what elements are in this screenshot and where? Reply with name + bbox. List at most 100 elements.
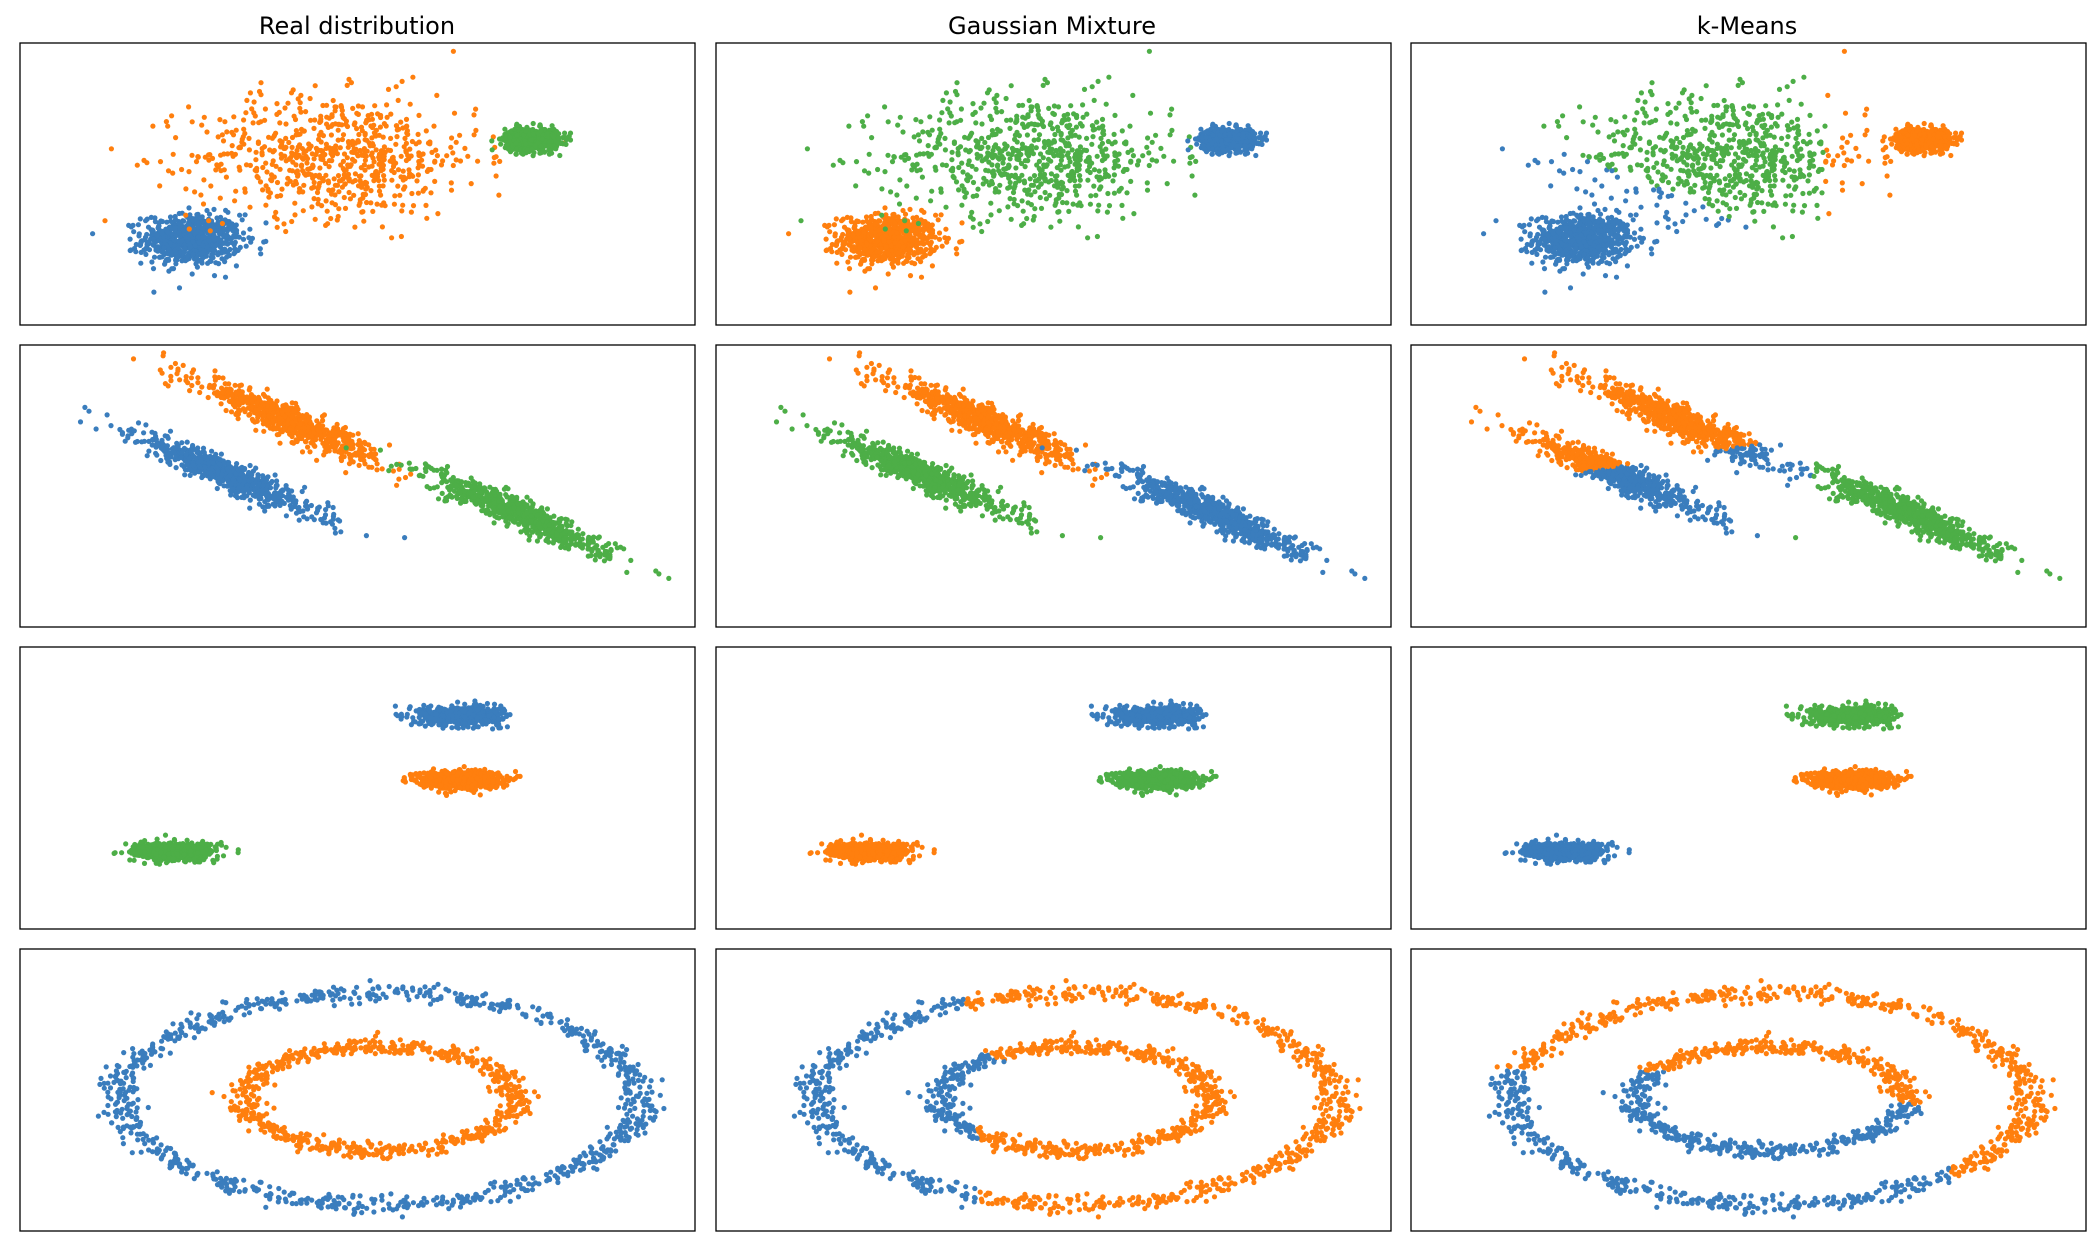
scatter-point: [1161, 153, 1167, 159]
scatter-point: [1209, 146, 1215, 152]
scatter-point: [133, 241, 139, 248]
scatter-point: [1256, 141, 1262, 147]
scatter-point: [855, 218, 862, 225]
scatter-point: [882, 226, 888, 232]
scatter-point: [220, 138, 227, 144]
scatter-point: [389, 177, 395, 183]
scatter-point: [1009, 145, 1016, 151]
scatter-point: [237, 145, 243, 151]
scatter-point: [882, 205, 888, 211]
scatter-point: [373, 127, 379, 133]
scatter-point: [1011, 201, 1017, 207]
scatter-point: [900, 207, 906, 214]
scatter-point: [907, 247, 913, 253]
scatter-point: [979, 228, 985, 235]
scatter-point: [1595, 244, 1601, 250]
scatter-point: [370, 208, 376, 214]
scatter-point: [1566, 254, 1572, 260]
scatter-point: [175, 254, 181, 260]
scatter-point: [379, 224, 385, 230]
scatter-point: [1228, 143, 1234, 149]
scatter-point: [1577, 205, 1583, 211]
scatter-point: [872, 230, 878, 236]
scatter-point: [883, 212, 889, 218]
scatter-point: [851, 248, 857, 254]
scatter-panel: [19, 42, 696, 326]
scatter-point: [1072, 161, 1078, 167]
scatter-point: [993, 186, 999, 192]
scatter-point: [170, 151, 176, 157]
scatter-point: [902, 238, 908, 244]
scatter-point: [1090, 134, 1096, 140]
scatter-point: [842, 247, 849, 253]
scatter-point: [332, 192, 338, 198]
scatter-point: [1080, 102, 1086, 108]
scatter-point: [847, 254, 854, 260]
scatter-point: [1158, 145, 1164, 151]
scatter-point: [1022, 158, 1028, 164]
scatter-point: [316, 183, 322, 189]
scatter-point: [1193, 158, 1199, 164]
scatter-point: [250, 120, 256, 126]
scatter-point: [450, 150, 456, 156]
scatter-point: [993, 131, 999, 137]
scatter-point: [1037, 151, 1044, 157]
scatter-point: [218, 152, 224, 158]
scatter-point: [428, 166, 434, 173]
scatter-point: [263, 202, 269, 208]
scatter-point: [298, 126, 305, 132]
scatter-point: [306, 146, 312, 152]
scatter-point: [939, 162, 946, 168]
scatter-point: [247, 226, 253, 232]
scatter-point: [1628, 244, 1634, 250]
scatter-point: [1625, 227, 1631, 234]
scatter-point: [407, 101, 413, 107]
scatter-point: [1011, 196, 1017, 203]
scatter-point: [1034, 103, 1040, 109]
scatter-point: [233, 263, 239, 269]
scatter-point: [885, 271, 891, 277]
scatter-point: [297, 186, 303, 192]
scatter-point: [1112, 139, 1118, 145]
scatter-point: [913, 244, 920, 250]
scatter-point: [1116, 188, 1122, 194]
scatter-point: [194, 212, 200, 218]
scatter-point: [1768, 124, 1774, 130]
scatter-point: [1054, 184, 1061, 190]
scatter-point: [161, 249, 167, 256]
scatter-point: [393, 123, 399, 129]
scatter-point: [180, 218, 186, 224]
scatter-point: [1077, 177, 1083, 183]
scatter-point: [1002, 141, 1008, 147]
scatter-point: [294, 168, 300, 174]
scatter-point: [1566, 245, 1572, 251]
scatter-point: [369, 116, 375, 122]
scatter-point: [273, 209, 279, 215]
scatter-point: [1557, 246, 1563, 253]
scatter-point: [1099, 148, 1105, 154]
scatter-point: [942, 135, 948, 141]
scatter-point: [1590, 250, 1596, 256]
scatter-point: [206, 218, 212, 224]
scatter-point: [449, 135, 455, 141]
scatter-point: [1198, 126, 1204, 132]
scatter-point: [1030, 151, 1036, 157]
scatter-point: [512, 126, 518, 132]
scatter-point: [557, 152, 563, 159]
scatter-point: [359, 209, 365, 215]
scatter-point: [1562, 237, 1569, 243]
scatter-point: [186, 226, 192, 232]
scatter-point: [888, 242, 895, 249]
scatter-point: [1076, 183, 1082, 189]
scatter-point: [1042, 76, 1048, 82]
scatter-point: [252, 113, 258, 119]
scatter-point: [1032, 189, 1038, 195]
scatter-point: [1553, 238, 1559, 244]
scatter-point: [1054, 173, 1060, 179]
scatter-point: [844, 214, 850, 220]
scatter-point: [1020, 102, 1026, 108]
scatter-point: [1094, 153, 1100, 159]
scatter-point: [981, 100, 987, 106]
scatter-point: [834, 240, 840, 246]
scatter-point: [341, 116, 347, 122]
